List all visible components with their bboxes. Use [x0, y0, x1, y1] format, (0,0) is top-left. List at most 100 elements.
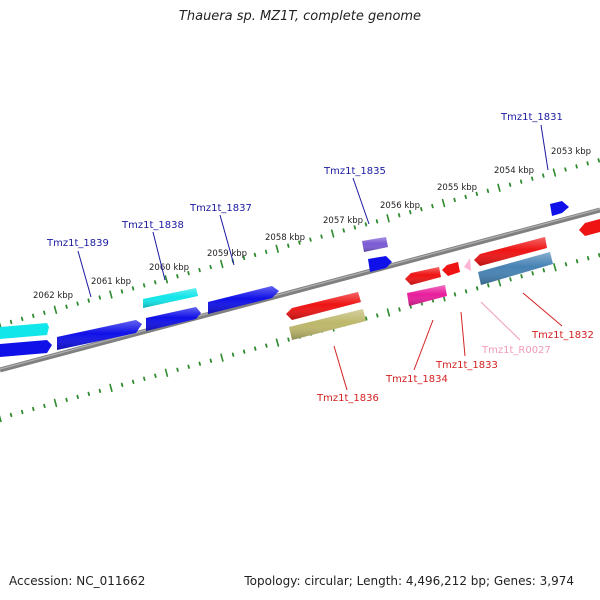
minor-tick [98, 388, 102, 394]
gene-feature-tmz1t-1838[interactable] [143, 288, 201, 331]
kbp-label: 2055 kbp [437, 183, 477, 193]
minor-tick [254, 346, 257, 351]
accession-label: Accession: NC_011662 [9, 574, 146, 588]
minor-tick [154, 373, 157, 378]
minor-tick [376, 313, 379, 318]
minor-tick [120, 382, 124, 387]
minor-tick [9, 319, 13, 325]
gene-feature-tmz1t-1838-group[interactable] [57, 320, 142, 350]
minor-tick [76, 301, 79, 306]
minor-tick [32, 313, 35, 319]
minor-tick [176, 367, 179, 372]
minor-tick [309, 237, 312, 242]
minor-tick [364, 316, 368, 321]
gene-label-tmz1t-1838[interactable]: Tmz1t_1838 [121, 220, 184, 231]
gene-label-tmz1t-1832[interactable]: Tmz1t_1832 [531, 330, 594, 341]
minor-tick [487, 283, 490, 288]
gene-feature-tmz1t-r0027[interactable] [464, 258, 471, 271]
minor-tick [353, 225, 357, 230]
minor-tick [242, 255, 246, 261]
minor-tick [575, 259, 579, 264]
map-title: Thauera sp. MZ1T, complete genome [178, 9, 422, 24]
gene-label-tmz1t-r0027[interactable]: Tmz1t_R0027 [481, 345, 551, 356]
kbp-label: 2058 kbp [265, 233, 305, 243]
minor-tick [453, 197, 456, 203]
minor-tick [43, 403, 46, 409]
minor-tick [65, 304, 68, 309]
major-tick [220, 259, 224, 269]
major-tick [109, 383, 113, 393]
gene-feature-tmz1t-1839[interactable] [0, 323, 52, 357]
kbp-label: 2056 kbp [380, 201, 420, 211]
gene-label-tmz1t-1836[interactable]: Tmz1t_1836 [316, 393, 379, 404]
minor-tick [364, 222, 368, 227]
minor-tick [586, 256, 590, 261]
minor-tick [143, 376, 146, 381]
minor-tick [375, 219, 379, 224]
major-tick [552, 168, 557, 177]
kbp-scale-labels: 2053 kbp 2054 kbp 2055 kbp 2056 kbp 2057… [33, 147, 591, 301]
major-tick [0, 414, 2, 423]
kbp-label: 2061 kbp [91, 277, 131, 287]
major-tick [497, 278, 502, 287]
minor-tick [253, 252, 257, 258]
major-tick [220, 353, 224, 362]
minor-tick [242, 349, 246, 354]
minor-tick [530, 176, 534, 181]
gene-label-tmz1t-1839[interactable]: Tmz1t_1839 [46, 238, 109, 249]
gene-label-tmz1t-1833[interactable]: Tmz1t_1833 [435, 360, 498, 371]
minor-tick [397, 213, 401, 218]
minor-tick [153, 280, 157, 285]
leader-lines [77, 124, 563, 391]
gene-feature-tmz1t-1835[interactable] [362, 237, 392, 272]
minor-tick [209, 264, 212, 270]
gene-label-tmz1t-1837[interactable]: Tmz1t_1837 [189, 203, 252, 214]
minor-tick [409, 210, 412, 215]
major-tick [53, 398, 58, 408]
minor-tick [20, 316, 24, 322]
backbone-highlight [0, 208, 600, 370]
minor-tick [431, 203, 434, 209]
major-tick [441, 198, 446, 208]
minor-tick [464, 194, 467, 200]
minor-tick [542, 173, 545, 178]
upper-tick-track [0, 158, 600, 330]
gene-feature-tmz1t-1832[interactable] [474, 219, 600, 285]
gene-feature-tmz1t-1831[interactable] [550, 201, 569, 216]
minor-tick [453, 292, 457, 297]
minor-tick [420, 206, 423, 212]
minor-tick [198, 361, 202, 366]
major-tick [330, 229, 335, 238]
major-tick [109, 290, 113, 299]
kbp-label: 2057 kbp [323, 216, 363, 226]
gene-label-tmz1t-1835[interactable]: Tmz1t_1835 [323, 166, 386, 177]
gene-feature-tmz1t-1833[interactable] [442, 262, 460, 276]
minor-tick [575, 164, 578, 169]
minor-tick [519, 179, 523, 184]
forward-strand-genes [0, 201, 569, 357]
minor-tick [76, 394, 79, 400]
gene-feature-tmz1t-1836[interactable] [286, 292, 366, 340]
minor-tick [475, 191, 479, 197]
genome-stats-label: Topology: circular; Length: 4,496,212 bp… [244, 574, 574, 588]
major-tick [164, 275, 169, 284]
minor-tick [264, 249, 268, 254]
minor-tick [131, 286, 135, 291]
minor-tick [98, 295, 102, 300]
minor-tick [176, 274, 179, 279]
backbone-line [0, 207, 600, 373]
major-tick [275, 338, 280, 347]
major-tick [386, 214, 390, 223]
major-tick [553, 263, 557, 272]
major-tick [53, 305, 58, 314]
reverse-strand-genes [286, 219, 600, 340]
minor-tick [131, 379, 135, 384]
gene-label-tmz1t-1831[interactable]: Tmz1t_1831 [500, 112, 563, 123]
gene-feature-tmz1t-1834[interactable] [405, 267, 447, 306]
minor-tick [87, 391, 91, 397]
gene-feature-tmz1t-1837[interactable] [208, 286, 279, 314]
gene-label-tmz1t-1834[interactable]: Tmz1t_1834 [385, 374, 448, 385]
minor-tick [464, 289, 468, 294]
